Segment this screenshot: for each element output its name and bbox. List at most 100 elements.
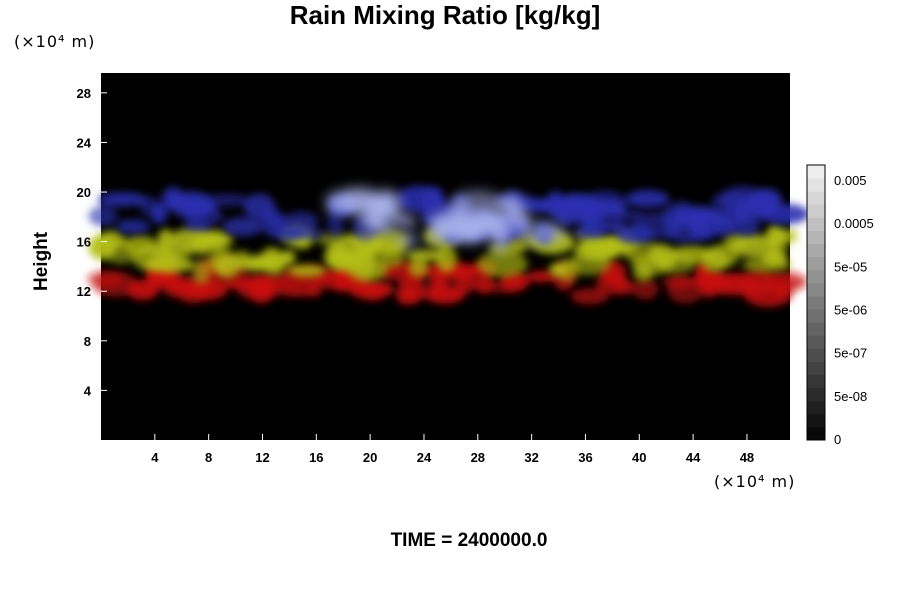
field-blob (451, 190, 503, 216)
x-tick-label: 44 (686, 450, 701, 465)
colorbar-segment (807, 387, 825, 402)
field-blob (235, 273, 284, 301)
colorbar-segment (807, 426, 825, 441)
field-blob (88, 205, 118, 227)
field-blob (396, 232, 420, 248)
colorbar-label: 0.0005 (834, 216, 874, 231)
field-blob (567, 252, 611, 276)
colorbar: 0 5e-08 5e-07 5e-06 5e-05 0.0005 0.005 (806, 164, 874, 447)
field-blob (729, 216, 760, 237)
layer-light-blue-core (325, 187, 568, 253)
field-blob (88, 234, 117, 260)
colorbar-label: 0 (834, 432, 841, 447)
field-blob (324, 244, 353, 270)
field-blob (408, 258, 429, 278)
field-blob (282, 211, 319, 231)
colorbar-label: 5e-06 (834, 303, 867, 318)
field-blob (500, 194, 523, 219)
colorbar-segment (807, 413, 825, 428)
colorbar-segment (807, 361, 825, 376)
field-blob (279, 250, 296, 265)
colorbar-segment (807, 243, 825, 258)
field-blob (397, 276, 427, 304)
field-blob (546, 196, 592, 221)
field-blob (191, 259, 211, 284)
field-blob (488, 281, 522, 294)
colorbar-segment (807, 230, 825, 245)
colorbar-segment (807, 335, 825, 349)
field-blob (477, 251, 528, 278)
layer-yellow-band (88, 223, 798, 284)
field-blob (360, 214, 386, 228)
colorbar-label: 5e-08 (834, 389, 867, 404)
time-label: TIME = 2400000.0 (390, 530, 548, 551)
colorbar-segment (807, 269, 825, 284)
field-blob (116, 219, 150, 234)
field-blob (769, 233, 788, 258)
x-tick-label: 28 (471, 450, 485, 465)
field-blob (580, 235, 630, 257)
field-blob (595, 273, 631, 295)
field-blob (169, 191, 215, 219)
field-blob (379, 249, 405, 268)
colorbar-segment (807, 178, 825, 192)
y-tick-label: 8 (84, 334, 91, 349)
field-blob (144, 255, 194, 273)
colorbar-segment (807, 295, 825, 310)
y-tick-label: 4 (84, 383, 92, 398)
y-tick-label: 16 (77, 235, 91, 250)
colorbar-segment (807, 374, 825, 389)
field-blob (260, 208, 285, 237)
field-blob (723, 232, 747, 252)
field-blob (305, 275, 324, 298)
field-blob (222, 217, 263, 237)
x-tick-label: 36 (578, 450, 592, 465)
colorbar-segment (807, 217, 825, 231)
field-blob (429, 230, 452, 242)
field-blob (213, 255, 241, 278)
layer-red-band (87, 256, 808, 307)
x-ticks: 4 8 12 16 20 24 28 32 36 40 44 48 (151, 434, 754, 465)
field-blob (526, 270, 556, 283)
field-blob (582, 190, 627, 215)
field-blob (631, 252, 676, 275)
field-blob (461, 218, 502, 236)
field-blob (600, 219, 625, 233)
field-blob (632, 278, 659, 300)
y-tick-label: 28 (77, 86, 91, 101)
field-blob (714, 272, 762, 291)
field-blob (405, 249, 446, 262)
y-tick-label: 20 (77, 185, 91, 200)
x-tick-label: 16 (309, 450, 323, 465)
field-blobs (87, 185, 810, 307)
field-blob (772, 276, 795, 299)
field-blob (673, 211, 708, 225)
colorbar-segment (807, 348, 825, 362)
y-ticks: 4 8 12 16 20 24 28 (77, 86, 107, 398)
colorbar-label: 5e-05 (834, 259, 867, 274)
x-tick-label: 32 (524, 450, 538, 465)
field-blob (262, 247, 281, 260)
field-blob (579, 212, 598, 228)
field-blob (422, 186, 445, 212)
field-blob (188, 229, 235, 252)
colorbar-label: 5e-07 (834, 346, 867, 361)
field-blob (97, 192, 148, 207)
chart-title: Rain Mixing Ratio [kg/kg] (289, 0, 601, 30)
x-tick-label: 48 (740, 450, 754, 465)
x-tick-label: 4 (151, 450, 159, 465)
x-tick-label: 12 (255, 450, 269, 465)
field-blob (390, 215, 418, 227)
field-blob (362, 284, 385, 301)
x-axis-unit: (×10⁴ m) (714, 472, 796, 491)
colorbar-segment (807, 400, 825, 415)
colorbar-segment (807, 309, 825, 323)
field-blob (428, 271, 445, 293)
y-axis-unit: (×10⁴ m) (14, 32, 96, 51)
field-blob (183, 221, 212, 232)
colorbar-segment (807, 256, 825, 271)
field-blob (625, 190, 670, 208)
y-tick-label: 12 (77, 284, 91, 299)
colorbar-segment (807, 322, 825, 336)
